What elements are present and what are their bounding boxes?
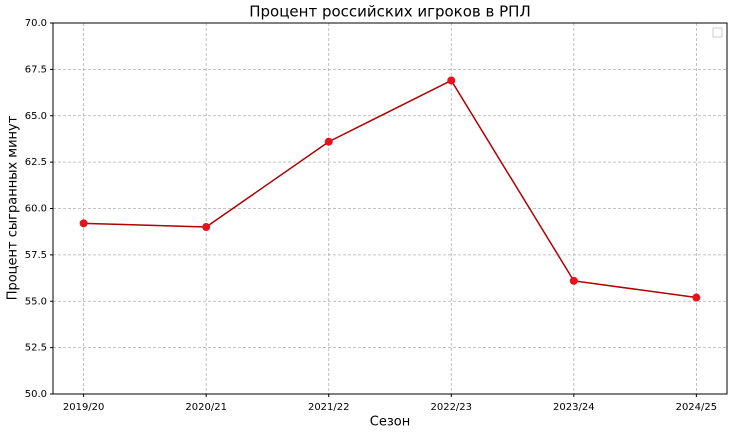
y-tick-label: 55.0	[25, 296, 47, 307]
x-tick-label: 2020/21	[185, 402, 227, 413]
y-tick-label: 50.0	[25, 389, 47, 400]
data-point	[692, 293, 701, 302]
x-axis-label: Сезон	[370, 415, 410, 430]
y-tick-label: 57.5	[25, 250, 47, 261]
x-tick-label: 2023/24	[553, 402, 595, 413]
data-point	[447, 76, 456, 85]
data-point	[569, 276, 578, 285]
data-point	[202, 223, 211, 232]
data-line	[83, 79, 697, 299]
data-point	[79, 219, 88, 228]
y-tick-label: 65.0	[25, 111, 47, 122]
plot-frame	[52, 22, 728, 395]
y-tick-label: 70.0	[25, 18, 47, 29]
y-tick-label: 67.5	[25, 64, 47, 75]
x-tick-label: 2024/25	[676, 402, 718, 413]
x-tick-label: 2019/20	[63, 402, 105, 413]
y-tick-label: 52.5	[25, 343, 47, 354]
y-axis-label: Процент сыгранных минут	[6, 115, 21, 300]
y-tick-label: 62.5	[25, 157, 47, 168]
data-point	[324, 137, 333, 146]
x-tick-label: 2022/23	[430, 402, 472, 413]
y-tick-label: 60.0	[25, 204, 47, 215]
legend-box	[712, 27, 723, 38]
chart-title: Процент российских игроков в РПЛ	[249, 3, 531, 21]
x-tick-label: 2021/22	[308, 402, 350, 413]
